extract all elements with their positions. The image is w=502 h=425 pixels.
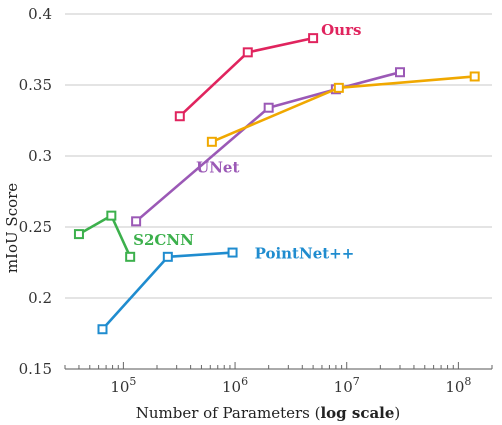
data-point: [227, 247, 238, 258]
y-tick-label: 0.2: [28, 289, 52, 307]
x-axis-title-bold: log scale: [320, 404, 394, 422]
data-point: [308, 33, 319, 44]
data-point: [125, 251, 136, 262]
series-line-pointnet: [101, 251, 234, 331]
data-point: [333, 82, 344, 93]
series-label-unet: UNet: [196, 158, 239, 176]
series-line-unet: [134, 70, 402, 223]
x-tick-base: 10: [222, 378, 241, 396]
x-tick-base: 10: [334, 378, 353, 396]
x-tick-base: 10: [445, 378, 464, 396]
data-point: [206, 136, 217, 147]
x-axis-title: Number of Parameters (log scale): [136, 404, 401, 422]
x-tick-label: 106: [222, 375, 248, 396]
data-point: [162, 251, 173, 262]
x-axis-title-prefix: Number of Parameters (: [136, 404, 321, 422]
series-line-s2cnn: [77, 214, 132, 259]
x-tick-exponent: 8: [464, 375, 471, 388]
y-axis-title: mIoU Score: [3, 183, 21, 273]
y-tick-label: 0.4: [28, 5, 52, 23]
x-tick-label: 108: [445, 375, 471, 396]
x-tick-exponent: 6: [241, 375, 248, 388]
data-point: [263, 102, 274, 113]
x-tick-exponent: 5: [129, 375, 136, 388]
x-tick-exponent: 7: [353, 375, 360, 388]
data-point: [394, 67, 405, 78]
data-point: [242, 47, 253, 58]
series-label-pointnet: PointNet++: [255, 245, 355, 263]
x-tick-base: 10: [110, 378, 129, 396]
data-point: [106, 210, 117, 221]
series-label-s2cnn: S2CNN: [133, 231, 194, 249]
data-point: [469, 71, 480, 82]
data-series: OursUNetFCN8sS2CNNPointNet++: [73, 21, 480, 335]
data-point: [73, 229, 84, 240]
y-tick-label: 0.25: [19, 218, 52, 236]
grid-lines: [65, 13, 492, 299]
x-axis-title-suffix: ): [394, 404, 400, 422]
x-tick-label: 105: [110, 375, 136, 396]
y-tick-label: 0.35: [19, 76, 52, 94]
x-axis: [64, 362, 493, 370]
data-point: [131, 216, 142, 227]
series-label-ours: Ours: [321, 21, 361, 39]
data-point: [174, 111, 185, 122]
y-tick-label: 0.15: [19, 360, 52, 378]
data-point: [97, 324, 108, 335]
y-tick-label: 0.3: [28, 147, 52, 165]
x-tick-label: 107: [334, 375, 360, 396]
